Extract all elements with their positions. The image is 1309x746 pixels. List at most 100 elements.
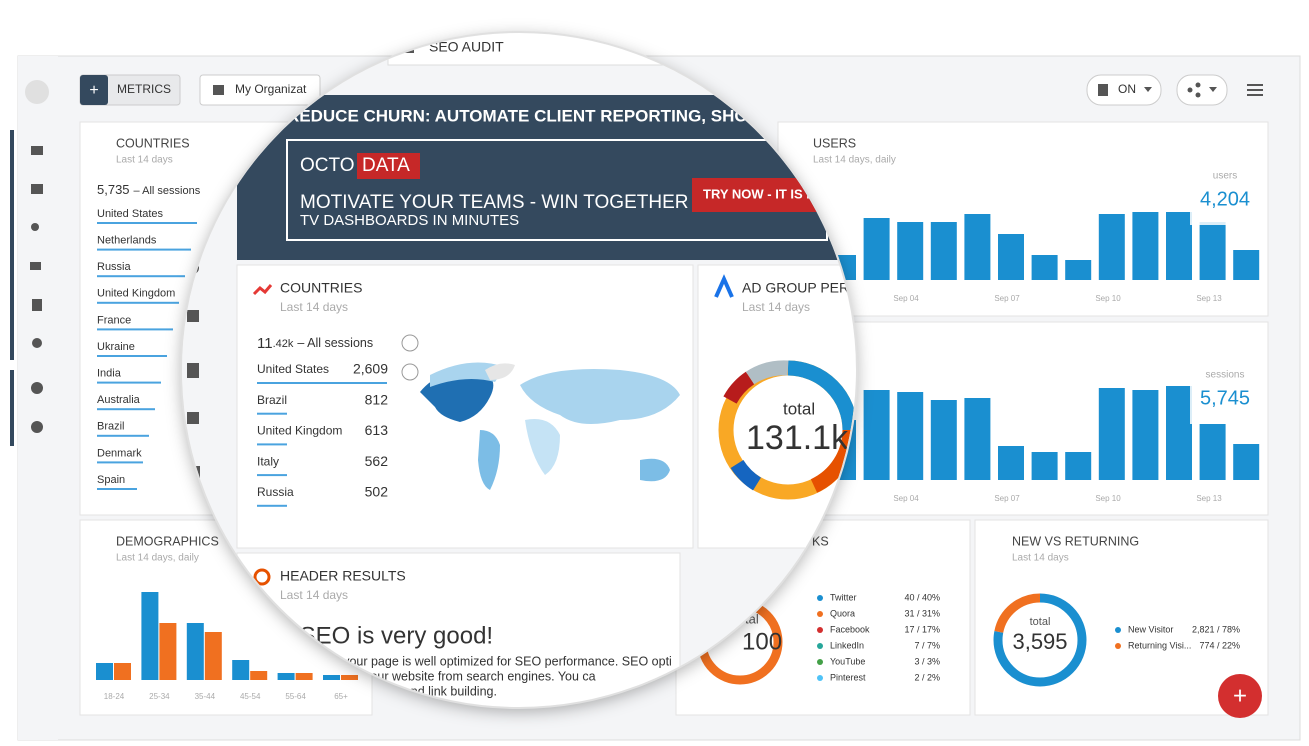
legend-dot [817,627,823,633]
legend-name: Twitter [830,592,857,602]
legend-dot [817,611,823,617]
legend-dot [1115,627,1121,633]
country-name: Denmark [97,447,142,459]
card-title: USERS [813,136,856,150]
legend-value: 774 / 22% [1199,640,1240,650]
x-label: Sep 07 [994,294,1020,303]
brand: DATA [362,155,410,176]
country-name: Netherlands [97,235,157,247]
bar [204,632,222,680]
toggle-label: ON [1118,82,1136,96]
x-label: 35-44 [195,692,216,701]
bar [141,592,159,680]
card-subtitle: Last 14 days [1012,553,1069,564]
bar [96,663,113,680]
legend-name: YouTube [830,656,865,666]
organization-select[interactable] [199,74,321,106]
value-box [1190,165,1262,225]
x-label: Sep 07 [994,494,1020,503]
x-label: Sep 13 [1196,294,1222,303]
legend-value: 2 / 2% [914,672,940,682]
add-widget-button[interactable] [1218,674,1262,718]
zoom-in[interactable] [401,334,419,352]
value: 5,745 [1200,387,1250,409]
country-name: Russia [257,485,294,499]
bar [1065,260,1092,280]
underline [97,488,137,490]
country-table: United States 2,609 Brazil 812 United Kingdo… [257,361,388,507]
description-line: s, your page is well optimized for SEO p… [330,654,672,668]
card-title: KS [812,534,829,548]
underline [97,381,161,384]
bar [232,660,250,680]
legend-value: 2,821 / 78% [1192,624,1240,634]
country-name: Ukraine [97,341,135,353]
country-name: United Kingdom [97,288,175,300]
legend-value: 17 / 17% [904,624,940,634]
networks-legend: Twitter 40 / 40% Quora 31 / 31% Facebook 17 /… [817,592,940,682]
bar [114,663,131,680]
donut-segment [993,593,1087,687]
underline [97,434,149,437]
banner-headline: REDUCE CHURN: AUTOMATE CLIENT REPORTING,… [287,106,800,125]
description-line: raffic to your website from search engin… [320,669,596,683]
x-label: 65+ [334,692,348,701]
bar [930,400,957,480]
total-value: 3,595 [1012,629,1067,654]
bar [1233,444,1260,480]
add-icon: + [89,82,98,99]
bar [998,446,1024,480]
bar [250,671,268,680]
x-label: 55-64 [285,692,306,701]
bar [1132,390,1159,480]
sidebar [10,56,58,740]
legend-name: LinkedIn [830,640,864,650]
underline [257,412,287,415]
menu-button[interactable] [1247,84,1263,96]
value-caption: sessions [1206,370,1245,381]
legend-name: Pinterest [830,672,866,682]
share-button[interactable] [1176,74,1228,106]
bar [998,234,1024,280]
bar [277,673,295,680]
value-caption: users [1213,171,1237,182]
country-value: 2,609 [353,361,388,377]
add-icon: + [1233,682,1247,709]
bar [1031,452,1058,480]
bar [1132,212,1159,280]
bar [1098,214,1125,280]
x-label: Sep 10 [1095,494,1121,503]
underline [257,382,387,384]
demographics-chart: 18-24 25-34 35-44 45-54 55-64 65+ [96,592,358,701]
total-value: 131.1k [746,419,849,457]
bar [1031,255,1058,280]
card-title: COUNTRIES [116,136,190,150]
bar [186,623,204,680]
card-subtitle: Last 14 days [742,300,810,314]
toggle-button[interactable] [1086,74,1162,106]
card-title: DEMOGRAPHICS [116,534,219,548]
bar [930,222,957,280]
brand: OCTO [300,155,355,176]
underline [97,275,185,278]
underline [97,222,197,224]
card-subtitle: Last 14 days [116,155,173,166]
country-name: United States [97,208,164,220]
value-box [1190,364,1262,424]
legend-value: 7 / 7% [914,640,940,650]
underline [97,408,155,411]
sessions-chart: Sep 04 Sep 07 Sep 10 Sep 13 sessions 5,745 [830,364,1262,503]
zoom-out[interactable] [401,363,419,381]
value: 4,204 [1200,188,1250,210]
underline [257,504,287,507]
bar [1233,250,1260,280]
bar [1098,388,1125,480]
country-name: India [97,368,122,380]
underline [97,328,173,331]
button-label: TRY NOW - IT IS FRE [703,186,833,201]
total-label: total [783,399,815,418]
country-name: Italy [257,454,279,468]
legend-value: 3 / 3% [914,656,940,666]
legend-dot [817,595,823,601]
world-map [420,362,680,490]
